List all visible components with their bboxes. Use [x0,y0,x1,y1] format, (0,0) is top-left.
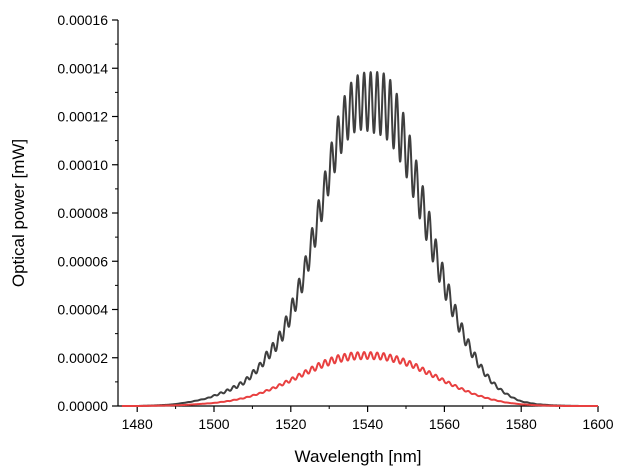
y-tick-label: 0.00008 [57,205,108,221]
x-tick-label: 1540 [352,416,383,432]
series-line-2 [121,351,599,407]
x-axis-title: Wavelength [nm] [295,447,422,466]
x-tick-label: 1560 [429,416,460,432]
x-tick-label: 1580 [506,416,537,432]
x-tick-label: 1600 [582,416,613,432]
y-tick-label: 0.00016 [57,12,108,28]
axes: 1480 1500 1520 1540 1560 1580 1600 0.00000 0.000… [57,12,613,432]
x-tick-label: 1500 [198,416,229,432]
y-tick-label: 0.00002 [57,350,108,366]
y-axis-title: Optical power [mW] [9,139,28,287]
y-tick-label: 0.00014 [57,60,108,76]
y-tick-label: 0.00004 [57,302,108,318]
y-tick-label: 0.00012 [57,109,108,125]
y-tick-label: 0.00006 [57,253,108,269]
y-tick-label: 0.00000 [57,398,108,414]
labels: Wavelength [nm] Optical power [mW] [9,139,421,466]
series-layer [121,71,599,407]
x-tick-label: 1520 [275,416,306,432]
y-tick-label: 0.00010 [57,157,108,173]
series-line-1 [121,71,599,407]
x-tick-label: 1480 [122,416,153,432]
